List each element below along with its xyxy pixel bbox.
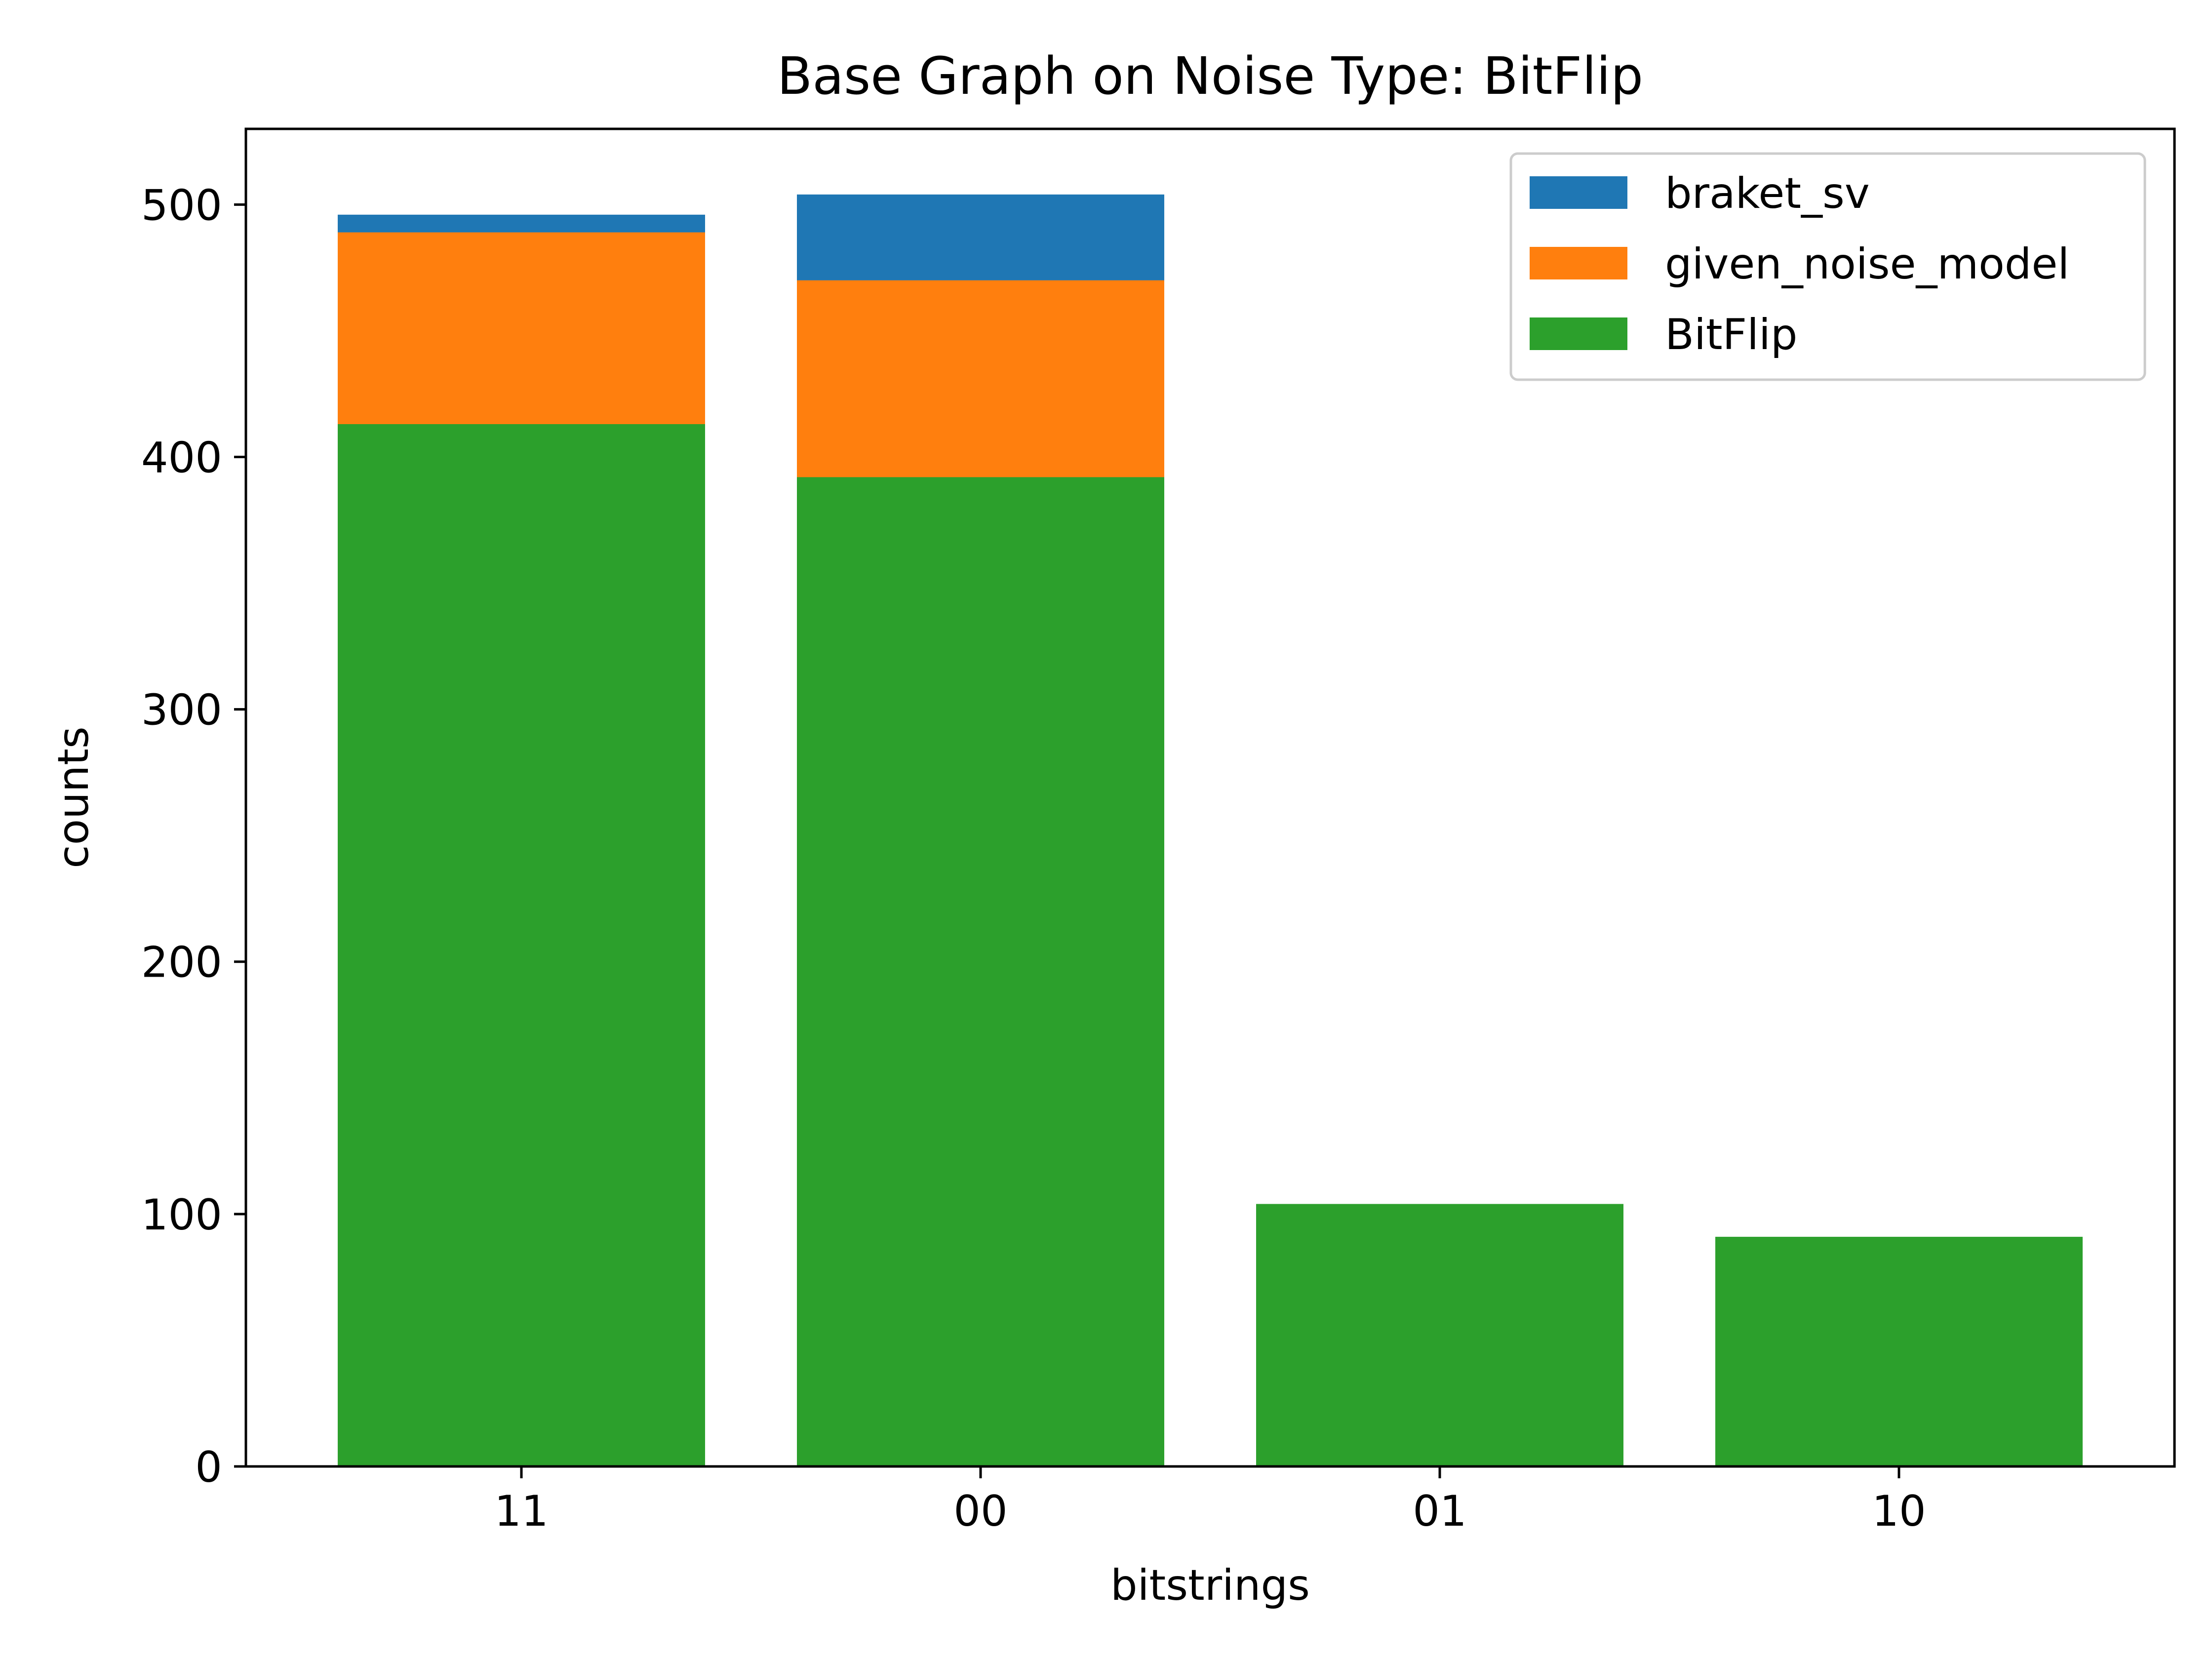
legend-swatch-braket_sv bbox=[1530, 176, 1627, 209]
legend-label-given_noise_model: given_noise_model bbox=[1665, 239, 2069, 289]
x-tick-label-10: 10 bbox=[1872, 1487, 1926, 1536]
plot-area-frame bbox=[244, 127, 2176, 1468]
x-tick-label-11: 11 bbox=[494, 1487, 548, 1536]
bar-BitFlip-10 bbox=[1715, 1236, 2083, 1466]
y-tick-label-300: 300 bbox=[141, 686, 222, 735]
x-tick-label-01: 01 bbox=[1413, 1487, 1466, 1536]
y-axis: 0 100 200 300 400 500 bbox=[141, 181, 246, 1492]
legend-swatch-BitFlip bbox=[1530, 317, 1627, 350]
bar-BitFlip-00 bbox=[797, 477, 1164, 1466]
y-tick-label-500: 500 bbox=[141, 181, 222, 230]
y-tick-label-0: 0 bbox=[195, 1443, 222, 1492]
bar-BitFlip-11 bbox=[338, 424, 705, 1466]
legend-box bbox=[1509, 152, 2146, 381]
x-axis-label: bitstrings bbox=[1110, 1561, 1310, 1610]
legend: braket_sv given_noise_model BitFlip bbox=[1509, 152, 2146, 381]
y-tick-label-100: 100 bbox=[141, 1190, 222, 1240]
x-axis: 11 00 01 10 bbox=[494, 1466, 1926, 1536]
y-axis-label: counts bbox=[49, 726, 98, 868]
bar-BitFlip-01 bbox=[1256, 1204, 1623, 1466]
x-tick-label-00: 00 bbox=[953, 1487, 1007, 1536]
y-tick-label-200: 200 bbox=[141, 938, 222, 988]
y-tick-label-400: 400 bbox=[141, 433, 222, 482]
legend-swatch-given_noise_model bbox=[1530, 247, 1627, 279]
chart-title: Base Graph on Noise Type: BitFlip bbox=[777, 46, 1643, 106]
legend-label-BitFlip: BitFlip bbox=[1665, 310, 1797, 359]
bars bbox=[338, 194, 2083, 1467]
legend-label-braket_sv: braket_sv bbox=[1665, 169, 1870, 218]
